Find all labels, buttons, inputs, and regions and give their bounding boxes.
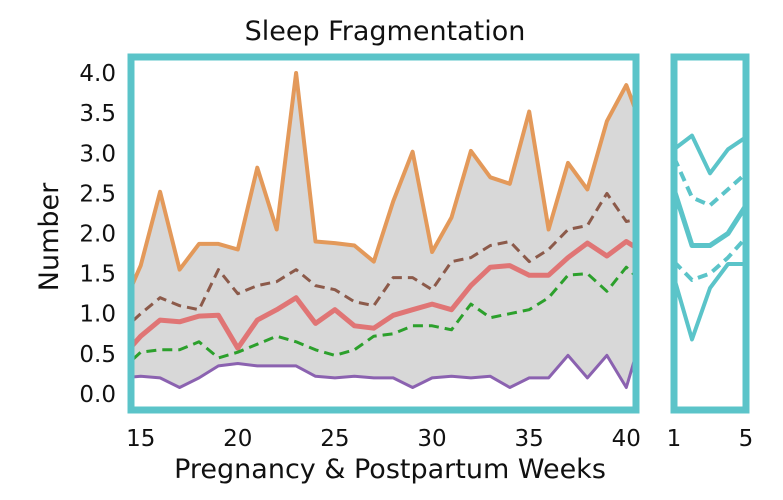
panel-frame-pregnancy <box>127 53 640 414</box>
x-tick-label: 40 <box>612 426 641 452</box>
range-band <box>131 73 636 388</box>
series-line-postpartum-median <box>674 188 746 248</box>
y-tick-label: 0.5 <box>79 342 116 368</box>
series-line-pregnancy-p25 <box>131 265 636 364</box>
series-line-pregnancy-upper <box>131 71 636 293</box>
series-line-pregnancy-p75 <box>131 191 636 325</box>
y-tick-label: 3.5 <box>79 101 116 127</box>
x-tick-label: 5 <box>739 426 754 452</box>
y-tick-label: 2.0 <box>79 222 116 248</box>
x-tick-label: 1 <box>667 426 682 452</box>
series-line-postpartum-lower <box>674 262 746 342</box>
series-line-postpartum-upper <box>674 133 746 176</box>
series-line-postpartum-p75 <box>674 156 746 208</box>
panel-pregnancy: 15 20 25 30 35 40 0.0 0.5 1.0 1.5 2.0 2.5 3.0 3.5 4.0 <box>79 53 641 452</box>
x-tick-label: 35 <box>515 426 544 452</box>
x-tick-label: 20 <box>223 426 252 452</box>
series-line-pregnancy-lower <box>131 349 636 389</box>
y-tick-label: 2.5 <box>79 181 116 207</box>
x-tick-label: 15 <box>126 426 155 452</box>
y-axis-label: Number <box>34 182 65 291</box>
plot-area-pregnancy <box>131 71 636 389</box>
y-tick-label: 1.0 <box>79 302 116 328</box>
y-tick-label: 4.0 <box>79 61 116 87</box>
y-tick-label: 3.0 <box>79 141 116 167</box>
y-tick-label: 1.5 <box>79 262 116 288</box>
x-tick-label: 30 <box>417 426 446 452</box>
panel-frame-postpartum <box>670 53 750 414</box>
plot-area-postpartum <box>674 133 746 342</box>
x-tick-label: 25 <box>320 426 349 452</box>
series-line-postpartum-p25 <box>674 236 746 282</box>
y-tick-label: 0.0 <box>79 382 116 408</box>
chart-title: Sleep Fragmentation <box>245 16 526 47</box>
series-line-pregnancy-median <box>131 239 636 351</box>
chart-panels: 15 20 25 30 35 400.00.51.01.52.02.53.03.54.01… <box>79 53 754 452</box>
x-axis-label: Pregnancy & Postpartum Weeks <box>174 454 606 485</box>
